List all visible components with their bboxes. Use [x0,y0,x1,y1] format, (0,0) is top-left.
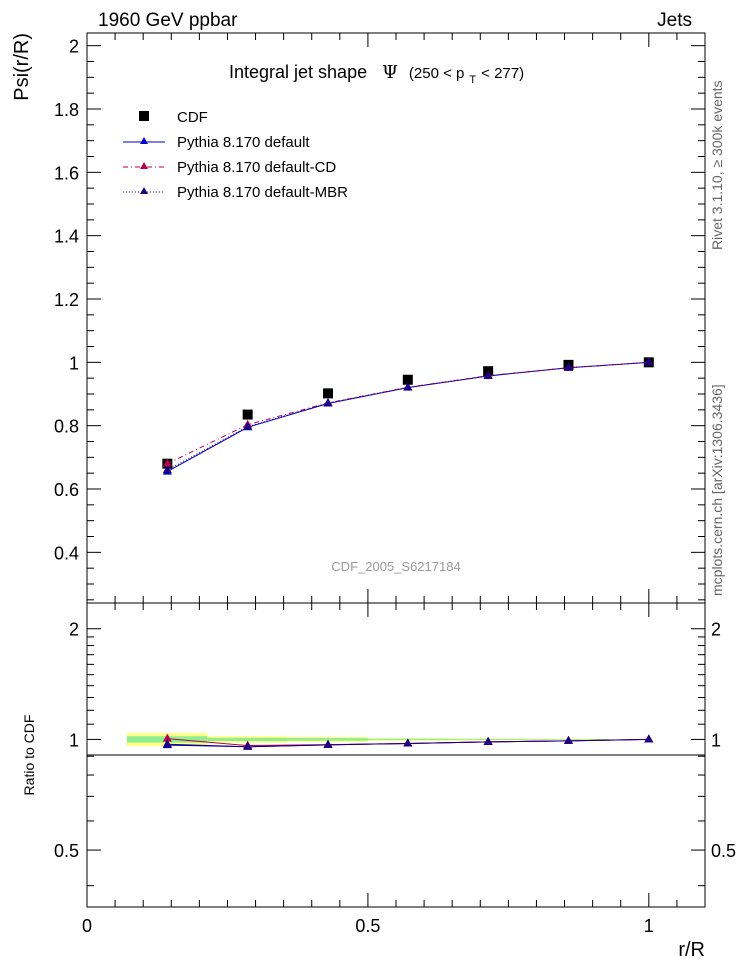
analysis-label: CDF_2005_S6217184 [331,559,460,574]
ratio-stat-uncertainty-band [287,738,368,741]
series-3-point [563,362,573,371]
main-y-tick-label: 0.4 [54,543,79,563]
legend-marker-default [140,137,148,144]
main-y-tick-label: 1.6 [54,163,79,183]
main-x-axis [86,33,706,603]
cdf-data-point [323,388,334,399]
legend-entry-mbr: Pythia 8.170 default-MBR [177,184,348,201]
legend-marker-cdf [139,111,149,121]
ratio-series-1-point [162,733,172,742]
series-3-point [162,465,172,473]
ratio-series-2-point [644,734,654,743]
main-y-tick-label: 1.4 [54,227,79,247]
ratio-y-tick-label-right: 0.5 [711,841,736,861]
ratio-series-2-point [243,741,253,750]
ratio-series-2-point [162,739,172,748]
rivet-label: Rivet 3.1.10, ≥ 300k events [709,80,725,250]
main-y-tick-label: 1.8 [54,100,79,120]
main-y-tick-label: 1.2 [54,290,79,310]
cdf-data-point [242,409,253,420]
main-panel: 0.4 0.6 0.8 1 1.2 1.4 1.6 1.8 2 Psi(r/R) Integra… [11,32,706,604]
ratio-y-tick-label-right: 2 [711,620,721,640]
ratio-series-2-point [563,735,573,744]
ratio-data-marks [162,733,654,750]
main-y-tick-label: 0.8 [54,417,79,437]
ratio-series-2-point [403,738,413,747]
chart-title-range: (250 < p [409,65,464,82]
legend-entry-cdf: CDF [177,109,208,126]
ratio-y-tick-label: 0.5 [54,841,79,861]
series-3-point [243,421,253,430]
series-3-point [483,370,493,379]
energy-label: 1960 GeV ppbar [98,10,238,31]
ratio-panel: 0.5 0.51 12 2 0 0.5 1 Ratio to CDF r/R [21,602,736,961]
legend-marker-mbr [140,187,148,194]
ratio-y-axis: 0.5 0.5 1 1 2 2 [54,620,736,887]
category-label: Jets [657,10,692,31]
legend-marker-cd [140,162,148,169]
series-3-point [323,398,333,407]
ratio-y-axis-label: Ratio to CDF [21,715,37,796]
chart-title-range-close: < 277) [481,65,524,82]
x-axis-label: r/R [678,939,705,961]
series-3-point [644,357,654,366]
ratio-series-2-point [483,736,493,745]
series-2-point [162,458,172,467]
legend: CDF Pythia 8.170 default Pythia 8.170 de… [123,109,348,201]
series-3-point [403,382,413,391]
ratio-y-tick-label: 1 [69,730,79,750]
main-y-tick-label: 0.6 [54,480,79,500]
cdf-data-point [402,374,413,385]
ratio-y-tick-label: 2 [69,620,79,640]
ratio-x-axis: 0 0.5 1 [82,603,706,936]
chart-title-symbol: Ψ [382,62,398,83]
main-y-tick-label: 2 [69,37,79,57]
x-tick-label: 0.5 [355,916,380,936]
legend-entry-cd: Pythia 8.170 default-CD [177,159,336,176]
x-tick-label: 1 [644,916,654,936]
ratio-stat-uncertainty-band [207,737,288,742]
legend-entry-default: Pythia 8.170 default [177,134,310,151]
main-data-marks [162,357,654,475]
ratio-y-tick-label-right: 1 [711,730,721,750]
x-tick-label: 0 [82,916,92,936]
chart-title-pt-sub: T [469,74,476,86]
mcplots-label: mcplots.cern.ch [arXiv:1306.3436] [709,384,725,596]
chart-title: Integral jet shape Ψ (250 < p T < 277) [229,62,524,87]
main-y-tick-label: 1 [69,353,79,373]
ratio-series-2-point [323,739,333,748]
chart-title-text: Integral jet shape [229,62,367,82]
main-y-axis: 0.4 0.6 0.8 1 1.2 1.4 1.6 1.8 2 [54,37,705,601]
main-y-axis-label: Psi(r/R) [11,33,33,101]
